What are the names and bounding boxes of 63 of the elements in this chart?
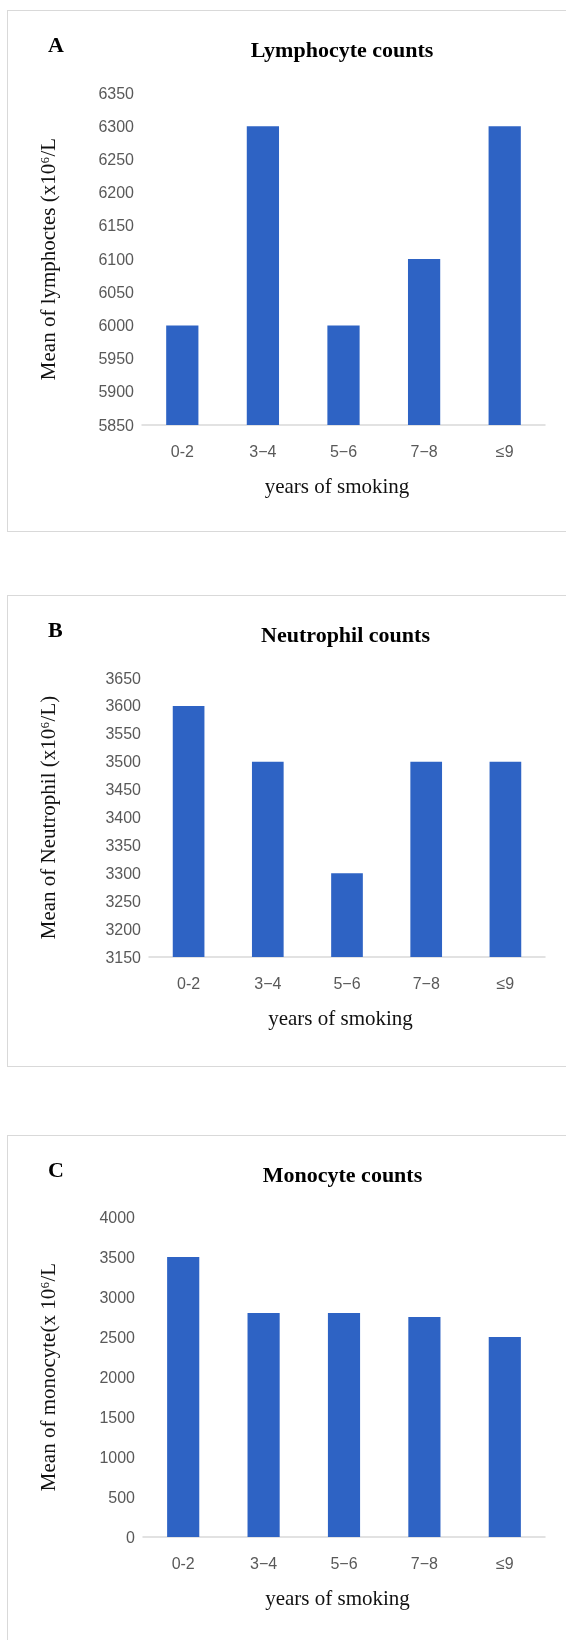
bar [327,1313,361,1537]
x-tick-label: 3−4 [250,1554,278,1572]
x-tick-label: 3−4 [249,442,277,460]
y-tick-label: 6300 [98,117,135,135]
y-tick-label: 3150 [105,948,142,966]
y-tick-label: 3500 [105,753,142,771]
x-axis-title: years of smoking [265,1585,411,1610]
x-tick-label: 5−6 [330,1554,358,1572]
bar [488,1337,521,1537]
y-tick-label: 6050 [98,283,135,301]
y-tick-label: 5850 [98,416,135,434]
chart-title: Monocyte counts [262,1161,423,1187]
y-tick-label: 1000 [99,1448,136,1466]
bar [167,1257,200,1537]
x-tick-label: ≤9 [495,442,514,460]
y-tick-label: 6350 [98,84,135,102]
bar [408,1317,441,1537]
y-tick-label: 3500 [99,1248,136,1266]
x-tick-label: 0-2 [170,442,194,460]
y-tick-label: 2000 [99,1368,136,1386]
y-tick-label: 6250 [98,150,135,168]
x-tick-label: 7−8 [410,1554,439,1572]
y-tick-label: 5950 [98,350,135,368]
text: B [48,616,63,642]
x-tick-label: 5−6 [329,442,358,460]
y-tick-label: 6150 [98,217,135,235]
y-tick-label: 0 [126,1528,136,1546]
y-tick-label: 3400 [105,809,142,826]
y-tick-label: 3650 [105,669,142,687]
x-tick-label: ≤9 [496,974,515,992]
y-tick-label: 500 [108,1488,136,1506]
text: A [48,31,64,57]
x-tick-label: 5−6 [333,974,361,992]
x-tick-label: 0-2 [177,974,201,992]
x-tick-label: 7−8 [412,974,440,992]
y-tick-label: 3550 [105,725,142,743]
y-tick-label: 1500 [99,1408,136,1426]
y-tick-label: 4000 [99,1208,136,1226]
x-axis-title: years of smoking [268,1005,414,1030]
y-tick-label: 3450 [105,781,142,799]
y-axis-title: Mean of lymphoctes (x10⁶/L [35,137,60,381]
bar [247,1313,280,1537]
chart-title: Neutrophil counts [261,621,431,647]
y-tick-label: 3000 [99,1288,136,1306]
y-tick-label: 6100 [98,250,135,268]
y-tick-label: 3250 [105,892,142,910]
y-axis-title: Mean of monocyte(x 10⁶/L [35,1262,60,1492]
y-tick-label: 5900 [98,383,135,401]
text: C [48,1156,64,1182]
x-axis-title: years of smoking [264,473,410,498]
x-tick-label: 3−4 [254,974,282,992]
y-tick-label: 3200 [105,920,142,938]
y-axis-title: Mean of Neutrophil (x10⁶/L) [35,695,60,940]
x-tick-label: ≤9 [495,1554,514,1572]
x-tick-label: 7−8 [410,442,438,460]
y-tick-label: 6200 [98,184,135,202]
y-tick-label: 3300 [105,864,142,882]
y-tick-label: 3350 [105,836,142,854]
chart-title: Lymphocyte counts [250,36,434,62]
y-tick-label: 2500 [99,1328,136,1346]
x-tick-label: 0-2 [171,1554,195,1572]
y-tick-label: 3600 [105,697,142,715]
y-tick-label: 6000 [98,316,135,334]
